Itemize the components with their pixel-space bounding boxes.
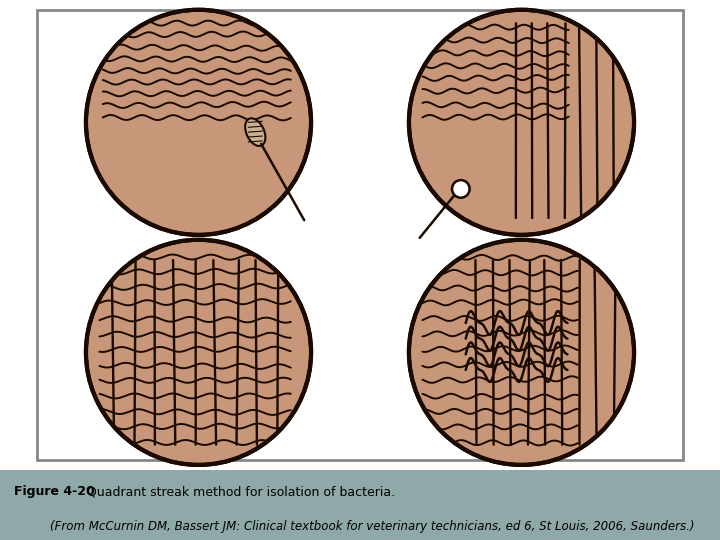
Circle shape <box>409 10 634 235</box>
Circle shape <box>86 240 311 465</box>
Circle shape <box>452 180 469 198</box>
Text: Figure 4-20: Figure 4-20 <box>14 485 95 498</box>
Text: Quadrant streak method for isolation of bacteria.: Quadrant streak method for isolation of … <box>83 485 395 498</box>
Circle shape <box>409 240 634 465</box>
Text: (From McCurnin DM, Bassert JM: Clinical textbook for veterinary technicians, ed : (From McCurnin DM, Bassert JM: Clinical … <box>50 521 695 534</box>
Ellipse shape <box>246 118 266 146</box>
Circle shape <box>86 10 311 235</box>
